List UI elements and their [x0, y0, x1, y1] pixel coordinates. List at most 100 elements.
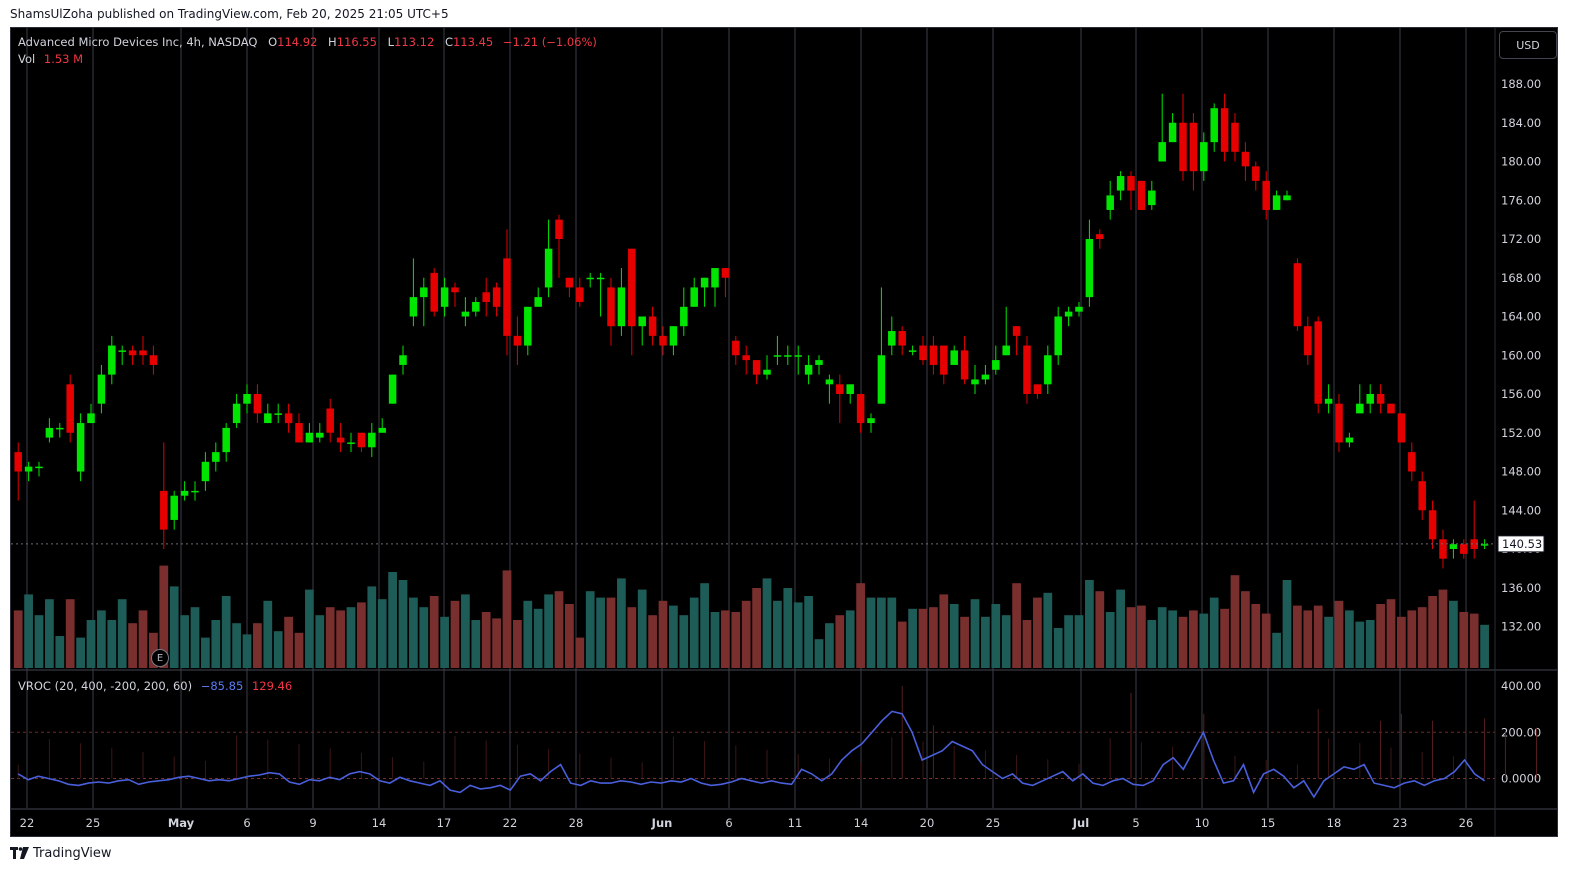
volume-bar	[1168, 610, 1177, 668]
open-label: O	[268, 35, 278, 49]
volume-bar	[1345, 610, 1354, 668]
candle-body	[66, 384, 74, 433]
candle-body	[87, 413, 95, 424]
volume-bar	[429, 596, 439, 668]
candle-body	[846, 384, 854, 394]
candle-body	[1304, 326, 1312, 356]
volume-bar	[721, 610, 730, 668]
volume-bar	[1137, 605, 1146, 668]
vroc-label[interactable]: VROC (20, 400, -200, 200, 60)	[18, 679, 193, 693]
candle-body	[981, 374, 990, 380]
chart-canvas[interactable]: 188.00 184.00 180.00 176.00 172.00 168.00 164.…	[11, 28, 1558, 837]
candle-body	[1002, 345, 1010, 356]
price-tick-label: 148.00	[1501, 465, 1541, 479]
candle-body	[1283, 195, 1291, 201]
volume-bar	[908, 608, 917, 668]
candle-body	[628, 248, 636, 327]
candle-body	[721, 268, 730, 278]
volume-bar	[1417, 607, 1427, 668]
volume-bar	[1324, 616, 1333, 668]
price-tick-label: 160.00	[1501, 348, 1541, 362]
volume-bar	[461, 594, 470, 668]
time-tick-label: 26	[1459, 816, 1474, 830]
time-tick-label: 10	[1195, 816, 1210, 830]
volume-label[interactable]: Vol	[18, 52, 36, 66]
time-tick-label: 25	[86, 816, 101, 830]
volume-bar	[648, 615, 657, 668]
candle-body	[867, 418, 875, 424]
time-tick-label: Jun	[651, 816, 673, 830]
candle-body	[1272, 195, 1281, 210]
candle-body	[971, 379, 979, 385]
volume-bar	[221, 596, 231, 668]
candle-body	[680, 306, 688, 327]
volume-bar	[700, 583, 709, 668]
brand-name: TradingView	[33, 846, 112, 861]
volume-bar	[13, 610, 23, 668]
volume-bar	[492, 618, 501, 668]
time-tick-label: Jul	[1072, 816, 1089, 830]
volume-bar	[1272, 632, 1281, 668]
candle-body	[336, 437, 345, 443]
volume-bar	[596, 597, 605, 668]
time-tick-label: 11	[788, 816, 803, 830]
candle-body	[76, 423, 85, 472]
candle-body	[617, 287, 626, 327]
price-tick-label: 184.00	[1501, 116, 1541, 130]
close-value: 113.45	[452, 35, 494, 49]
candle-body	[1085, 239, 1094, 298]
candle-body	[170, 495, 178, 520]
time-tick-label: 14	[854, 816, 869, 830]
open-value: 114.92	[277, 35, 318, 49]
candle-body	[1460, 544, 1468, 554]
candle-body	[232, 403, 241, 424]
candle-body	[836, 384, 844, 394]
candle-body	[1127, 176, 1135, 191]
volume-bar	[575, 637, 585, 668]
volume-bar	[1085, 580, 1094, 668]
currency-button[interactable]: USD	[1499, 31, 1557, 59]
volume-bar	[117, 599, 127, 668]
candle-body	[648, 316, 657, 336]
volume-bar	[637, 589, 647, 668]
volume-bar	[1438, 589, 1448, 668]
volume-bar	[409, 597, 418, 668]
candle-body	[1220, 108, 1229, 152]
price-tick-label: 168.00	[1501, 271, 1541, 285]
volume-bar	[76, 637, 85, 668]
chart-frame[interactable]: 188.00 184.00 180.00 176.00 172.00 168.00 164.…	[10, 27, 1558, 837]
time-tick-label: 25	[986, 816, 1001, 830]
volume-bar	[887, 597, 897, 668]
low-value: 113.12	[394, 35, 435, 49]
volume-bar	[1074, 615, 1084, 668]
time-tick-label: 20	[920, 816, 935, 830]
volume-bar	[544, 594, 553, 668]
volume-bar	[981, 616, 990, 668]
candle-body	[888, 331, 896, 346]
earnings-icon[interactable]: E	[151, 649, 169, 667]
volume-bar	[669, 605, 678, 668]
candle-body	[1168, 122, 1177, 143]
candle-body	[295, 423, 303, 443]
candle-body	[201, 461, 210, 482]
candle-body	[1449, 544, 1458, 549]
candle-body	[399, 355, 407, 365]
price-tick-label: 132.00	[1501, 620, 1541, 634]
candle-body	[368, 432, 376, 448]
candle-body	[1387, 403, 1395, 414]
symbol-title[interactable]: Advanced Micro Devices Inc, 4h, NASDAQ	[18, 35, 258, 49]
candle-body	[1376, 394, 1385, 404]
candle-body	[950, 350, 958, 365]
candle-body	[1033, 384, 1042, 394]
vroc-value-2: 129.46	[251, 679, 293, 693]
price-tick-label: 176.00	[1501, 193, 1541, 207]
candle-body	[1044, 355, 1052, 385]
candle-body	[1106, 195, 1114, 210]
brand-footer[interactable]: TradingView	[10, 846, 112, 861]
candle-body	[815, 360, 823, 365]
volume-bar	[377, 599, 387, 668]
candle-body	[503, 258, 511, 336]
candle-body	[669, 326, 678, 346]
candle-body	[534, 297, 542, 307]
volume-bar	[1334, 600, 1344, 668]
